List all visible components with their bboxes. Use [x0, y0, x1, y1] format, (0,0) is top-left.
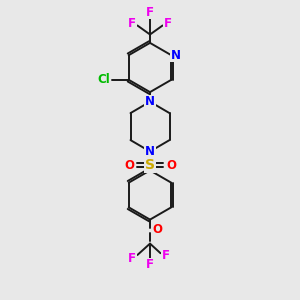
- Text: N: N: [145, 95, 155, 108]
- Text: S: S: [145, 158, 155, 172]
- Text: Cl: Cl: [98, 73, 110, 86]
- Text: N: N: [171, 49, 181, 62]
- Text: F: F: [128, 252, 136, 265]
- Text: F: F: [146, 5, 154, 19]
- Text: O: O: [124, 158, 134, 172]
- Text: F: F: [162, 249, 170, 262]
- Text: O: O: [166, 158, 176, 172]
- Text: N: N: [145, 145, 155, 158]
- Text: F: F: [146, 258, 154, 271]
- Text: F: F: [164, 17, 172, 31]
- Text: O: O: [152, 223, 163, 236]
- Text: F: F: [128, 17, 136, 31]
